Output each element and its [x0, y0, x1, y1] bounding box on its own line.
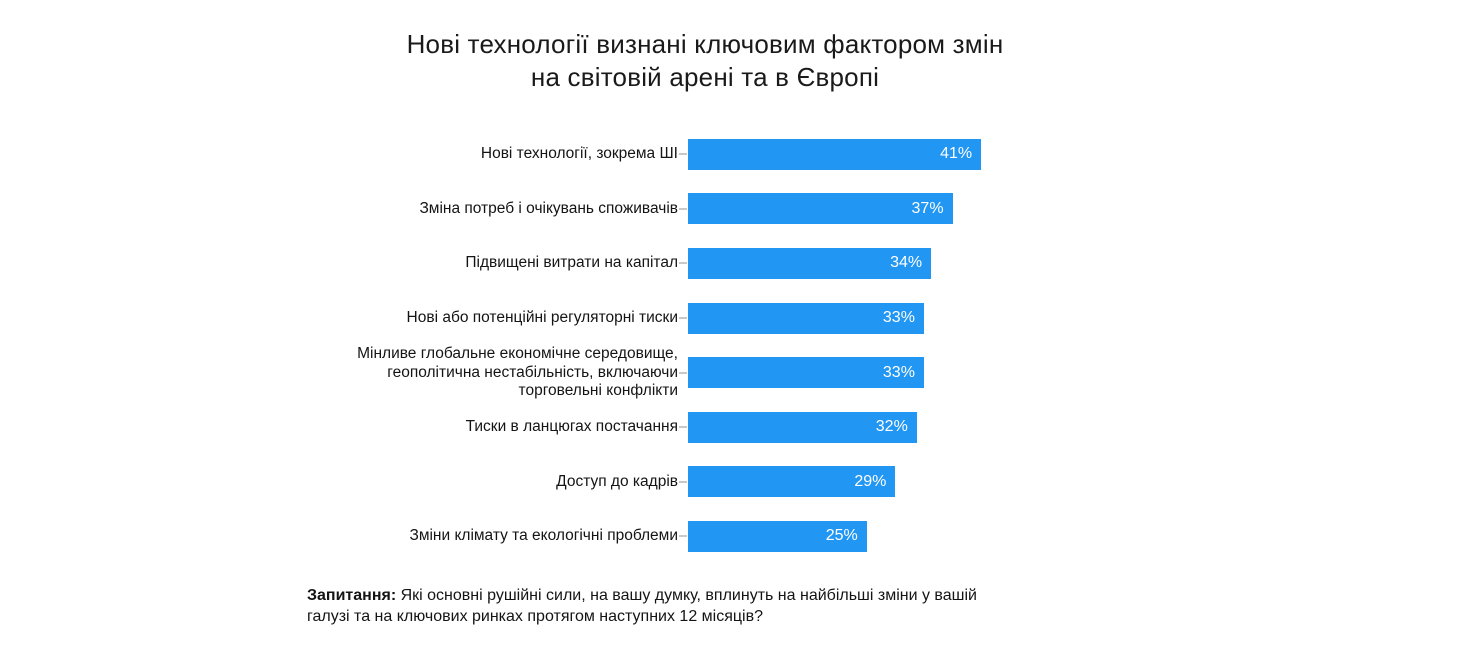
bar-track: 29% [688, 466, 1110, 498]
bar: 29% [688, 466, 896, 498]
bar-track: 25% [688, 520, 1110, 552]
category-label: Зміни клімату та екологічні проблеми [409, 527, 678, 545]
bar: 41% [688, 138, 982, 170]
category-tick [679, 535, 687, 538]
bar-value-label: 25% [825, 527, 858, 545]
category-label: Нові або потенційні регуляторні тиски [406, 308, 678, 326]
bar-value-label: 33% [882, 363, 915, 381]
bar: 25% [688, 520, 867, 552]
bar-row: Нові або потенційні регуляторні тиски 33… [300, 291, 1110, 346]
category-tick [679, 480, 687, 483]
category-label: Підвищені витрати на капітал [465, 254, 678, 272]
category-tick [679, 153, 687, 156]
bar-row: Підвищені витрати на капітал 34% [300, 236, 1110, 291]
bar: 37% [688, 193, 953, 225]
category-tick [679, 317, 687, 320]
bar-row: Мінливе глобальне економічне середовище,… [300, 345, 1110, 400]
bar: 33% [688, 302, 924, 334]
bar-value-label: 41% [940, 145, 973, 163]
bar-value-label: 37% [911, 199, 944, 217]
bar-track: 33% [688, 357, 1110, 389]
category-label: Зміна потреб і очікувань споживачів [419, 199, 678, 217]
chart-title-line2: на світовій арені та в Європі [530, 61, 880, 92]
bar-value-label: 34% [890, 254, 923, 272]
bar-value-label: 33% [882, 309, 915, 327]
bar: 33% [688, 357, 924, 389]
bar-track: 41% [688, 138, 1110, 170]
category-tick [679, 371, 687, 374]
bar-row: Тиски в ланцюгах постачання 32% [300, 400, 1110, 455]
bar-track: 37% [688, 193, 1110, 225]
category-tick [679, 426, 687, 429]
bar-row: Доступ до кадрів 29% [300, 455, 1110, 510]
bar-track: 34% [688, 247, 1110, 279]
category-tick [679, 262, 687, 265]
category-tick [679, 207, 687, 210]
bar-row: Зміна потреб і очікувань споживачів 37% [300, 182, 1110, 237]
category-label: Мінливе глобальне економічне середовище,… [357, 345, 678, 399]
bar-row: Зміни клімату та екологічні проблеми 25% [300, 509, 1110, 564]
bar-track: 33% [688, 302, 1110, 334]
bar-value-label: 29% [854, 472, 887, 490]
chart-title: Нові технології визнані ключовим факторо… [300, 28, 1110, 93]
bar-track: 32% [688, 411, 1110, 443]
chart-title-line1: Нові технології визнані ключовим факторо… [406, 29, 1004, 59]
footnote-text: Які основні рушійні сили, на вашу думку,… [307, 587, 977, 625]
chart-plot-area: Нові технології, зокрема ШІ 41% Зміна по… [300, 127, 1110, 564]
category-label: Нові технології, зокрема ШІ [480, 145, 678, 163]
footnote-prefix: Запитання: [307, 587, 397, 604]
bar: 32% [688, 411, 917, 443]
bar-row: Нові технології, зокрема ШІ 41% [300, 127, 1110, 182]
bar: 34% [688, 247, 932, 279]
category-label: Доступ до кадрів [556, 472, 678, 490]
bar-value-label: 32% [875, 418, 908, 436]
chart-footnote: Запитання: Які основні рушійні сили, на … [307, 586, 1007, 628]
category-label: Тиски в ланцюгах постачання [465, 418, 678, 436]
